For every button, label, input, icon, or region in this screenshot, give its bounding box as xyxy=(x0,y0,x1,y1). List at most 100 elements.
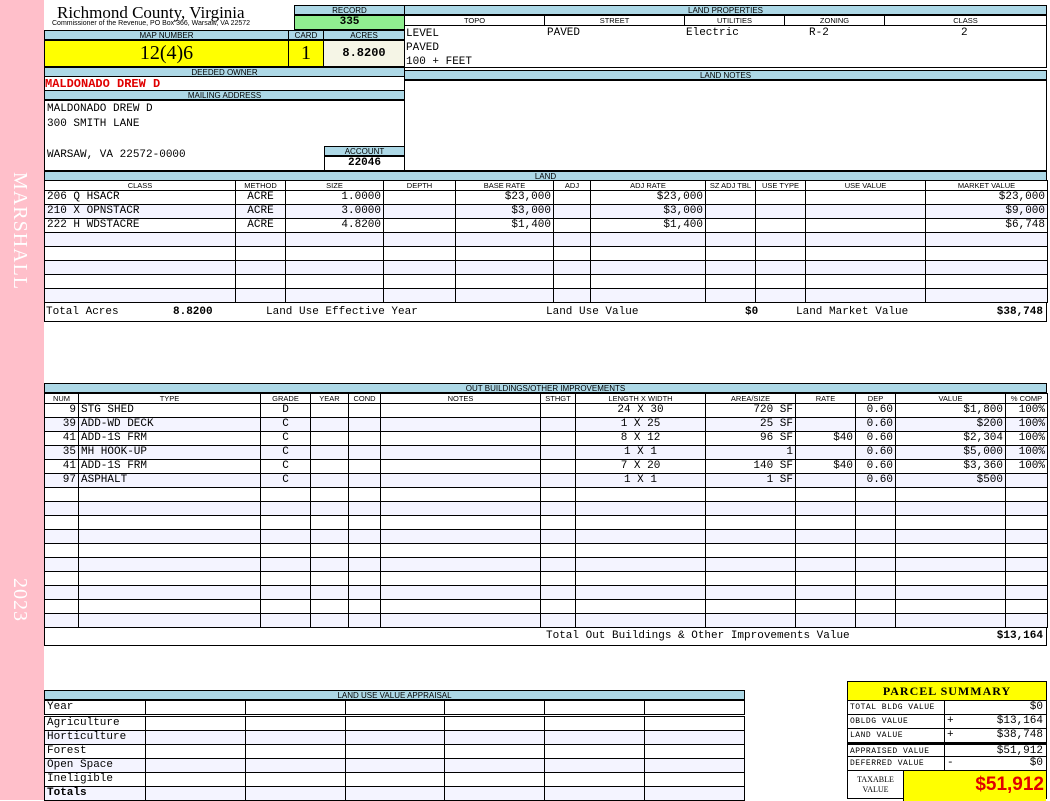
table-row: 39 ADD-WD DECK C 1 X 25 25 SF 0.60 $200 100% xyxy=(44,417,1048,432)
land-market-label: Land Market Value xyxy=(796,306,909,318)
table-cell xyxy=(348,487,381,502)
table-cell xyxy=(310,585,349,600)
table-cell xyxy=(348,417,381,432)
column-header: CLASS xyxy=(44,180,236,191)
table-cell: $200 xyxy=(895,417,1006,432)
col-utilities: UTILITIES xyxy=(685,16,785,25)
table-row: Forest xyxy=(44,744,745,759)
table-cell xyxy=(348,501,381,516)
table-cell xyxy=(644,730,745,745)
table-cell xyxy=(383,190,456,205)
summary-label: LAND VALUE xyxy=(848,729,945,742)
table-cell xyxy=(895,501,1006,516)
topo-value: 100 + FEET xyxy=(406,56,473,68)
table-cell xyxy=(755,204,806,219)
table-cell xyxy=(925,288,1048,303)
table-cell xyxy=(805,274,926,289)
utilities-value: Electric xyxy=(686,27,739,39)
table-row xyxy=(44,232,1048,247)
outbuildings-total: Total Out Buildings & Other Improvements… xyxy=(44,627,1047,646)
table-cell xyxy=(540,599,576,614)
table-cell: 0.60 xyxy=(855,417,896,432)
table-cell: 1 X 25 xyxy=(575,417,706,432)
table-cell xyxy=(705,246,756,261)
table-cell xyxy=(553,232,591,247)
table-row xyxy=(44,585,1048,600)
table-cell xyxy=(925,232,1048,247)
column-header: COND xyxy=(348,393,381,404)
table-cell: 1 xyxy=(705,445,796,460)
table-cell xyxy=(44,613,79,628)
table-cell xyxy=(44,543,79,558)
table-cell xyxy=(260,487,311,502)
table-cell xyxy=(44,529,79,544)
table-cell xyxy=(705,487,796,502)
col-street: STREET xyxy=(545,16,685,25)
table-cell: 210 X OPNSTACR xyxy=(44,204,236,219)
record-value: 335 xyxy=(294,15,405,30)
street-value: PAVED xyxy=(547,27,581,39)
table-cell xyxy=(310,473,349,488)
row-label: Forest xyxy=(44,744,146,759)
summary-operator: - xyxy=(947,757,954,769)
table-cell xyxy=(44,487,79,502)
table-cell xyxy=(310,487,349,502)
table-cell xyxy=(895,613,1006,628)
column-header: NOTES xyxy=(380,393,541,404)
table-cell: 41 xyxy=(44,459,79,474)
table-cell: 1.0000 xyxy=(285,190,384,205)
table-cell xyxy=(544,715,646,731)
table-cell xyxy=(455,274,554,289)
land-table: CLASS METHOD SIZE DEPTH BASE RATE ADJ ADJ RATE… xyxy=(44,180,1048,303)
record-label: RECORD xyxy=(294,5,405,15)
table-row xyxy=(44,557,1048,572)
table-cell: $23,000 xyxy=(925,190,1048,205)
table-cell xyxy=(544,758,646,773)
table-cell: 100% xyxy=(1005,417,1048,432)
table-cell xyxy=(540,473,576,488)
table-cell: 97 xyxy=(44,473,79,488)
column-header: ADJ xyxy=(553,180,591,191)
table-cell xyxy=(78,599,261,614)
table-cell xyxy=(380,403,541,418)
table-cell xyxy=(575,515,706,530)
table-cell: C xyxy=(260,445,311,460)
table-cell xyxy=(705,529,796,544)
table-cell xyxy=(705,204,756,219)
table-cell xyxy=(855,487,896,502)
table-cell xyxy=(235,246,286,261)
table-cell: D xyxy=(260,403,311,418)
table-cell xyxy=(344,772,446,787)
summary-value: $0 xyxy=(1029,757,1043,769)
table-cell xyxy=(1005,515,1048,530)
table-row: Year xyxy=(44,700,745,717)
table-cell xyxy=(1005,585,1048,600)
table-cell xyxy=(285,246,384,261)
table-cell: 41 xyxy=(44,431,79,446)
table-cell xyxy=(540,501,576,516)
table-cell xyxy=(805,232,926,247)
table-cell xyxy=(540,543,576,558)
table-cell: 7 X 20 xyxy=(575,459,706,474)
table-cell xyxy=(805,246,926,261)
summary-row: DEFERRED VALUE - $0 xyxy=(848,757,1046,771)
table-cell xyxy=(285,260,384,275)
table-cell xyxy=(44,585,79,600)
table-cell xyxy=(310,431,349,446)
column-header: USE TYPE xyxy=(755,180,806,191)
table-cell xyxy=(348,459,381,474)
table-cell: 0.60 xyxy=(855,403,896,418)
table-cell xyxy=(644,700,745,717)
table-cell xyxy=(705,557,796,572)
table-cell xyxy=(705,599,796,614)
county-title: Richmond County, Virginia xyxy=(57,3,245,22)
table-cell: 96 SF xyxy=(705,431,796,446)
table-cell: $2,304 xyxy=(895,431,1006,446)
table-cell xyxy=(44,232,236,247)
table-cell xyxy=(380,585,541,600)
table-row xyxy=(44,260,1048,275)
column-header: GRADE xyxy=(260,393,311,404)
table-cell xyxy=(795,515,856,530)
table-cell xyxy=(44,246,236,261)
table-cell xyxy=(553,190,591,205)
